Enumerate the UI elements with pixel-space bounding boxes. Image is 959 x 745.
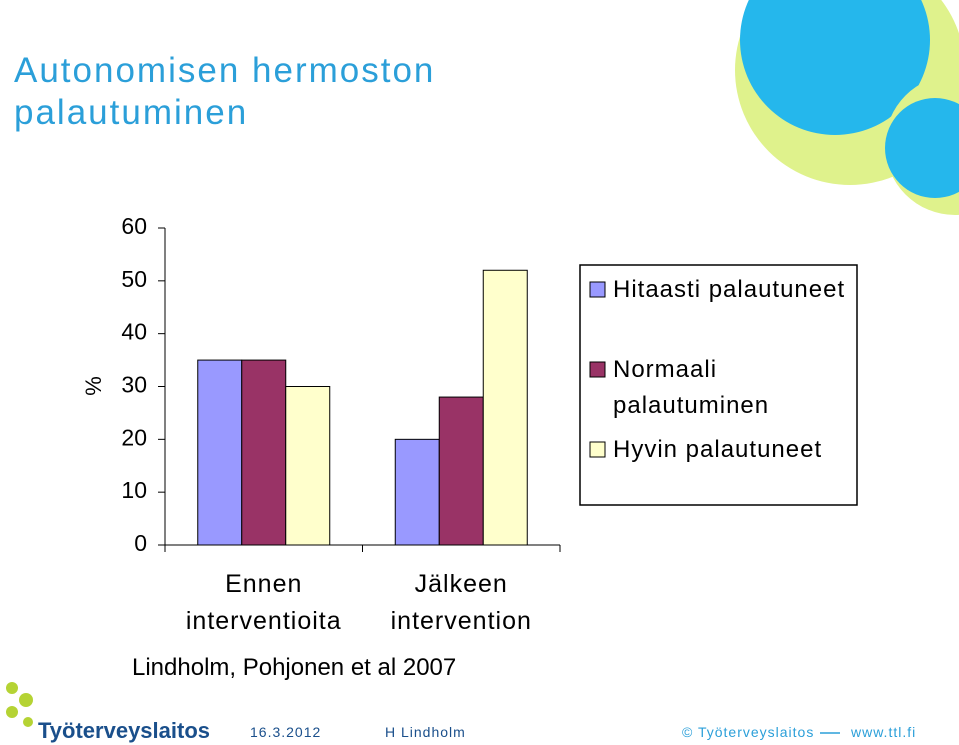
y-tick-label: 60 <box>121 213 147 239</box>
y-tick-label: 50 <box>121 266 147 292</box>
slide-title: Autonomisen hermoston palautuminen <box>14 51 436 132</box>
x-tick-label: Ennen interventioita <box>185 570 342 635</box>
y-tick-label: 10 <box>121 477 147 503</box>
y-tick-label: 0 <box>134 530 147 556</box>
bar <box>241 359 287 546</box>
legend-box <box>579 264 858 506</box>
decoration <box>735 0 959 215</box>
bar <box>197 359 243 546</box>
x-tick-label: Jälkeen intervention <box>390 570 532 635</box>
y-tick-label: 40 <box>121 319 147 345</box>
bar <box>285 386 331 546</box>
footer-date: 16.3.2012 <box>250 724 322 740</box>
footer-copyright: © Työterveyslaitos <box>682 724 815 740</box>
source: Lindholm, Pohjonen et al 2007 <box>132 654 457 681</box>
legend-label: Normaali palautuminen <box>613 356 770 419</box>
legend-swatch <box>589 361 606 378</box>
legend-label: Hyvin palautuneet <box>613 436 823 463</box>
legend-label: Hitaasti palautuneet <box>613 276 846 303</box>
logo <box>6 682 33 727</box>
y-axis-label: % <box>81 376 106 396</box>
legend-swatch <box>589 281 606 298</box>
legend-swatch <box>589 441 606 458</box>
footer-url: www.ttl.fi <box>851 724 917 740</box>
y-tick-label: 20 <box>121 424 147 450</box>
logo-text: Työterveyslaitos <box>38 718 210 743</box>
bar <box>482 269 528 546</box>
deco-circle <box>885 98 959 198</box>
bar <box>438 396 484 546</box>
bar <box>394 438 440 546</box>
footer-author: H Lindholm <box>385 724 466 740</box>
y-tick-label: 30 <box>121 372 147 398</box>
deco-circle <box>740 0 930 135</box>
